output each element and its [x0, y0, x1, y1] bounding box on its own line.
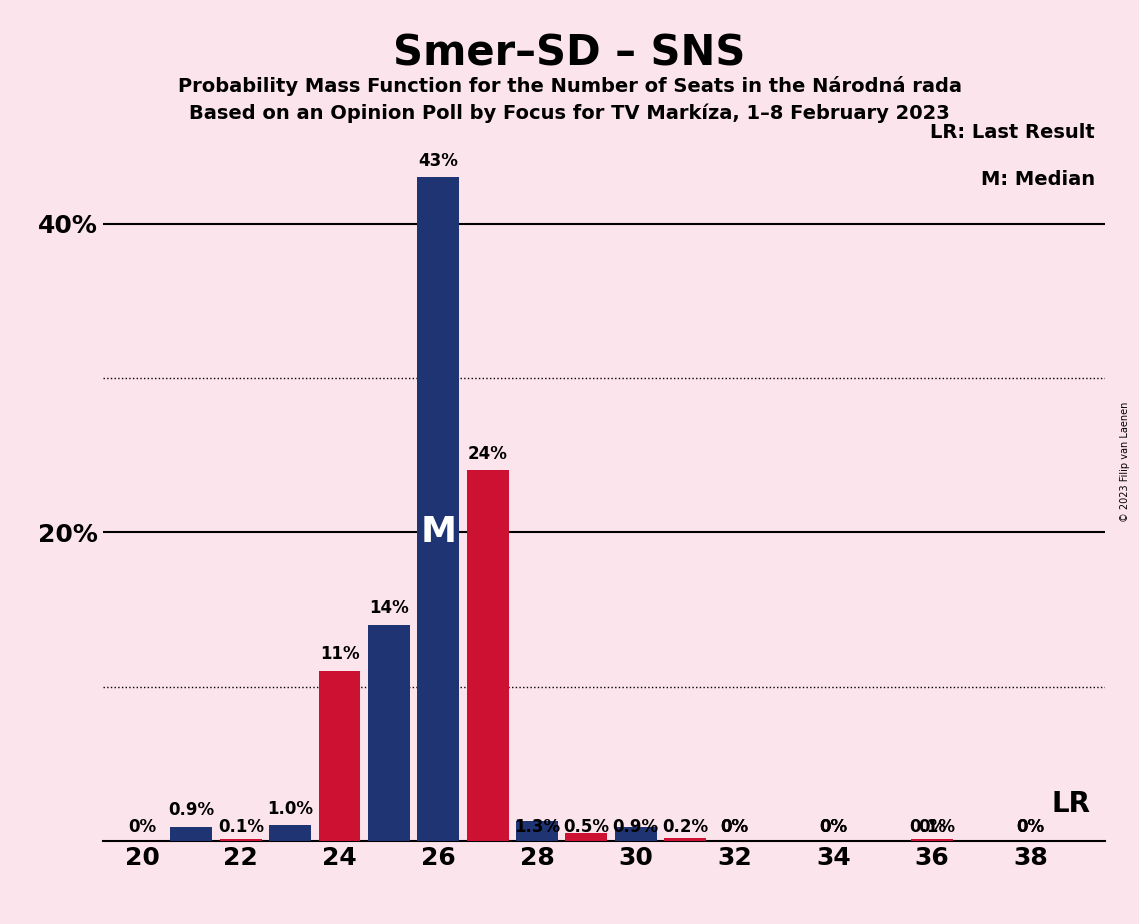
Text: 0%: 0%: [1017, 819, 1044, 836]
Bar: [171, 827, 212, 841]
Text: 14%: 14%: [369, 599, 409, 617]
Text: M: M: [420, 516, 457, 549]
Text: Smer–SD – SNS: Smer–SD – SNS: [393, 32, 746, 74]
Text: LR: Last Result: LR: Last Result: [931, 123, 1095, 142]
Text: 0.1%: 0.1%: [218, 819, 264, 836]
Text: 0%: 0%: [721, 819, 748, 836]
Bar: [467, 470, 509, 841]
Bar: [220, 839, 262, 841]
Bar: [664, 838, 706, 841]
Bar: [368, 625, 410, 841]
Text: M: Median: M: Median: [981, 169, 1095, 188]
Bar: [565, 833, 607, 841]
Text: © 2023 Filip van Laenen: © 2023 Filip van Laenen: [1120, 402, 1130, 522]
Bar: [417, 177, 459, 841]
Bar: [319, 671, 361, 841]
Text: 0%: 0%: [1017, 819, 1044, 836]
Text: 43%: 43%: [418, 152, 458, 169]
Text: 0.9%: 0.9%: [613, 819, 658, 836]
Text: Probability Mass Function for the Number of Seats in the Národná rada: Probability Mass Function for the Number…: [178, 76, 961, 96]
Text: 0%: 0%: [819, 819, 847, 836]
Bar: [516, 821, 558, 841]
Text: 0.9%: 0.9%: [169, 801, 214, 820]
Text: 0.1%: 0.1%: [909, 819, 954, 836]
Text: 11%: 11%: [320, 645, 359, 663]
Text: 1.0%: 1.0%: [268, 799, 313, 818]
Text: 1.3%: 1.3%: [514, 819, 560, 836]
Text: 0.5%: 0.5%: [564, 819, 609, 836]
Text: LR: LR: [1051, 790, 1090, 818]
Text: Based on an Opinion Poll by Focus for TV Markíza, 1–8 February 2023: Based on an Opinion Poll by Focus for TV…: [189, 103, 950, 123]
Bar: [911, 839, 953, 841]
Bar: [615, 827, 657, 841]
Text: 24%: 24%: [468, 444, 508, 463]
Bar: [269, 825, 311, 841]
Text: 0%: 0%: [918, 819, 947, 836]
Text: 0%: 0%: [128, 819, 156, 836]
Text: 0.2%: 0.2%: [662, 819, 708, 836]
Text: 0%: 0%: [819, 819, 847, 836]
Text: 0%: 0%: [721, 819, 748, 836]
